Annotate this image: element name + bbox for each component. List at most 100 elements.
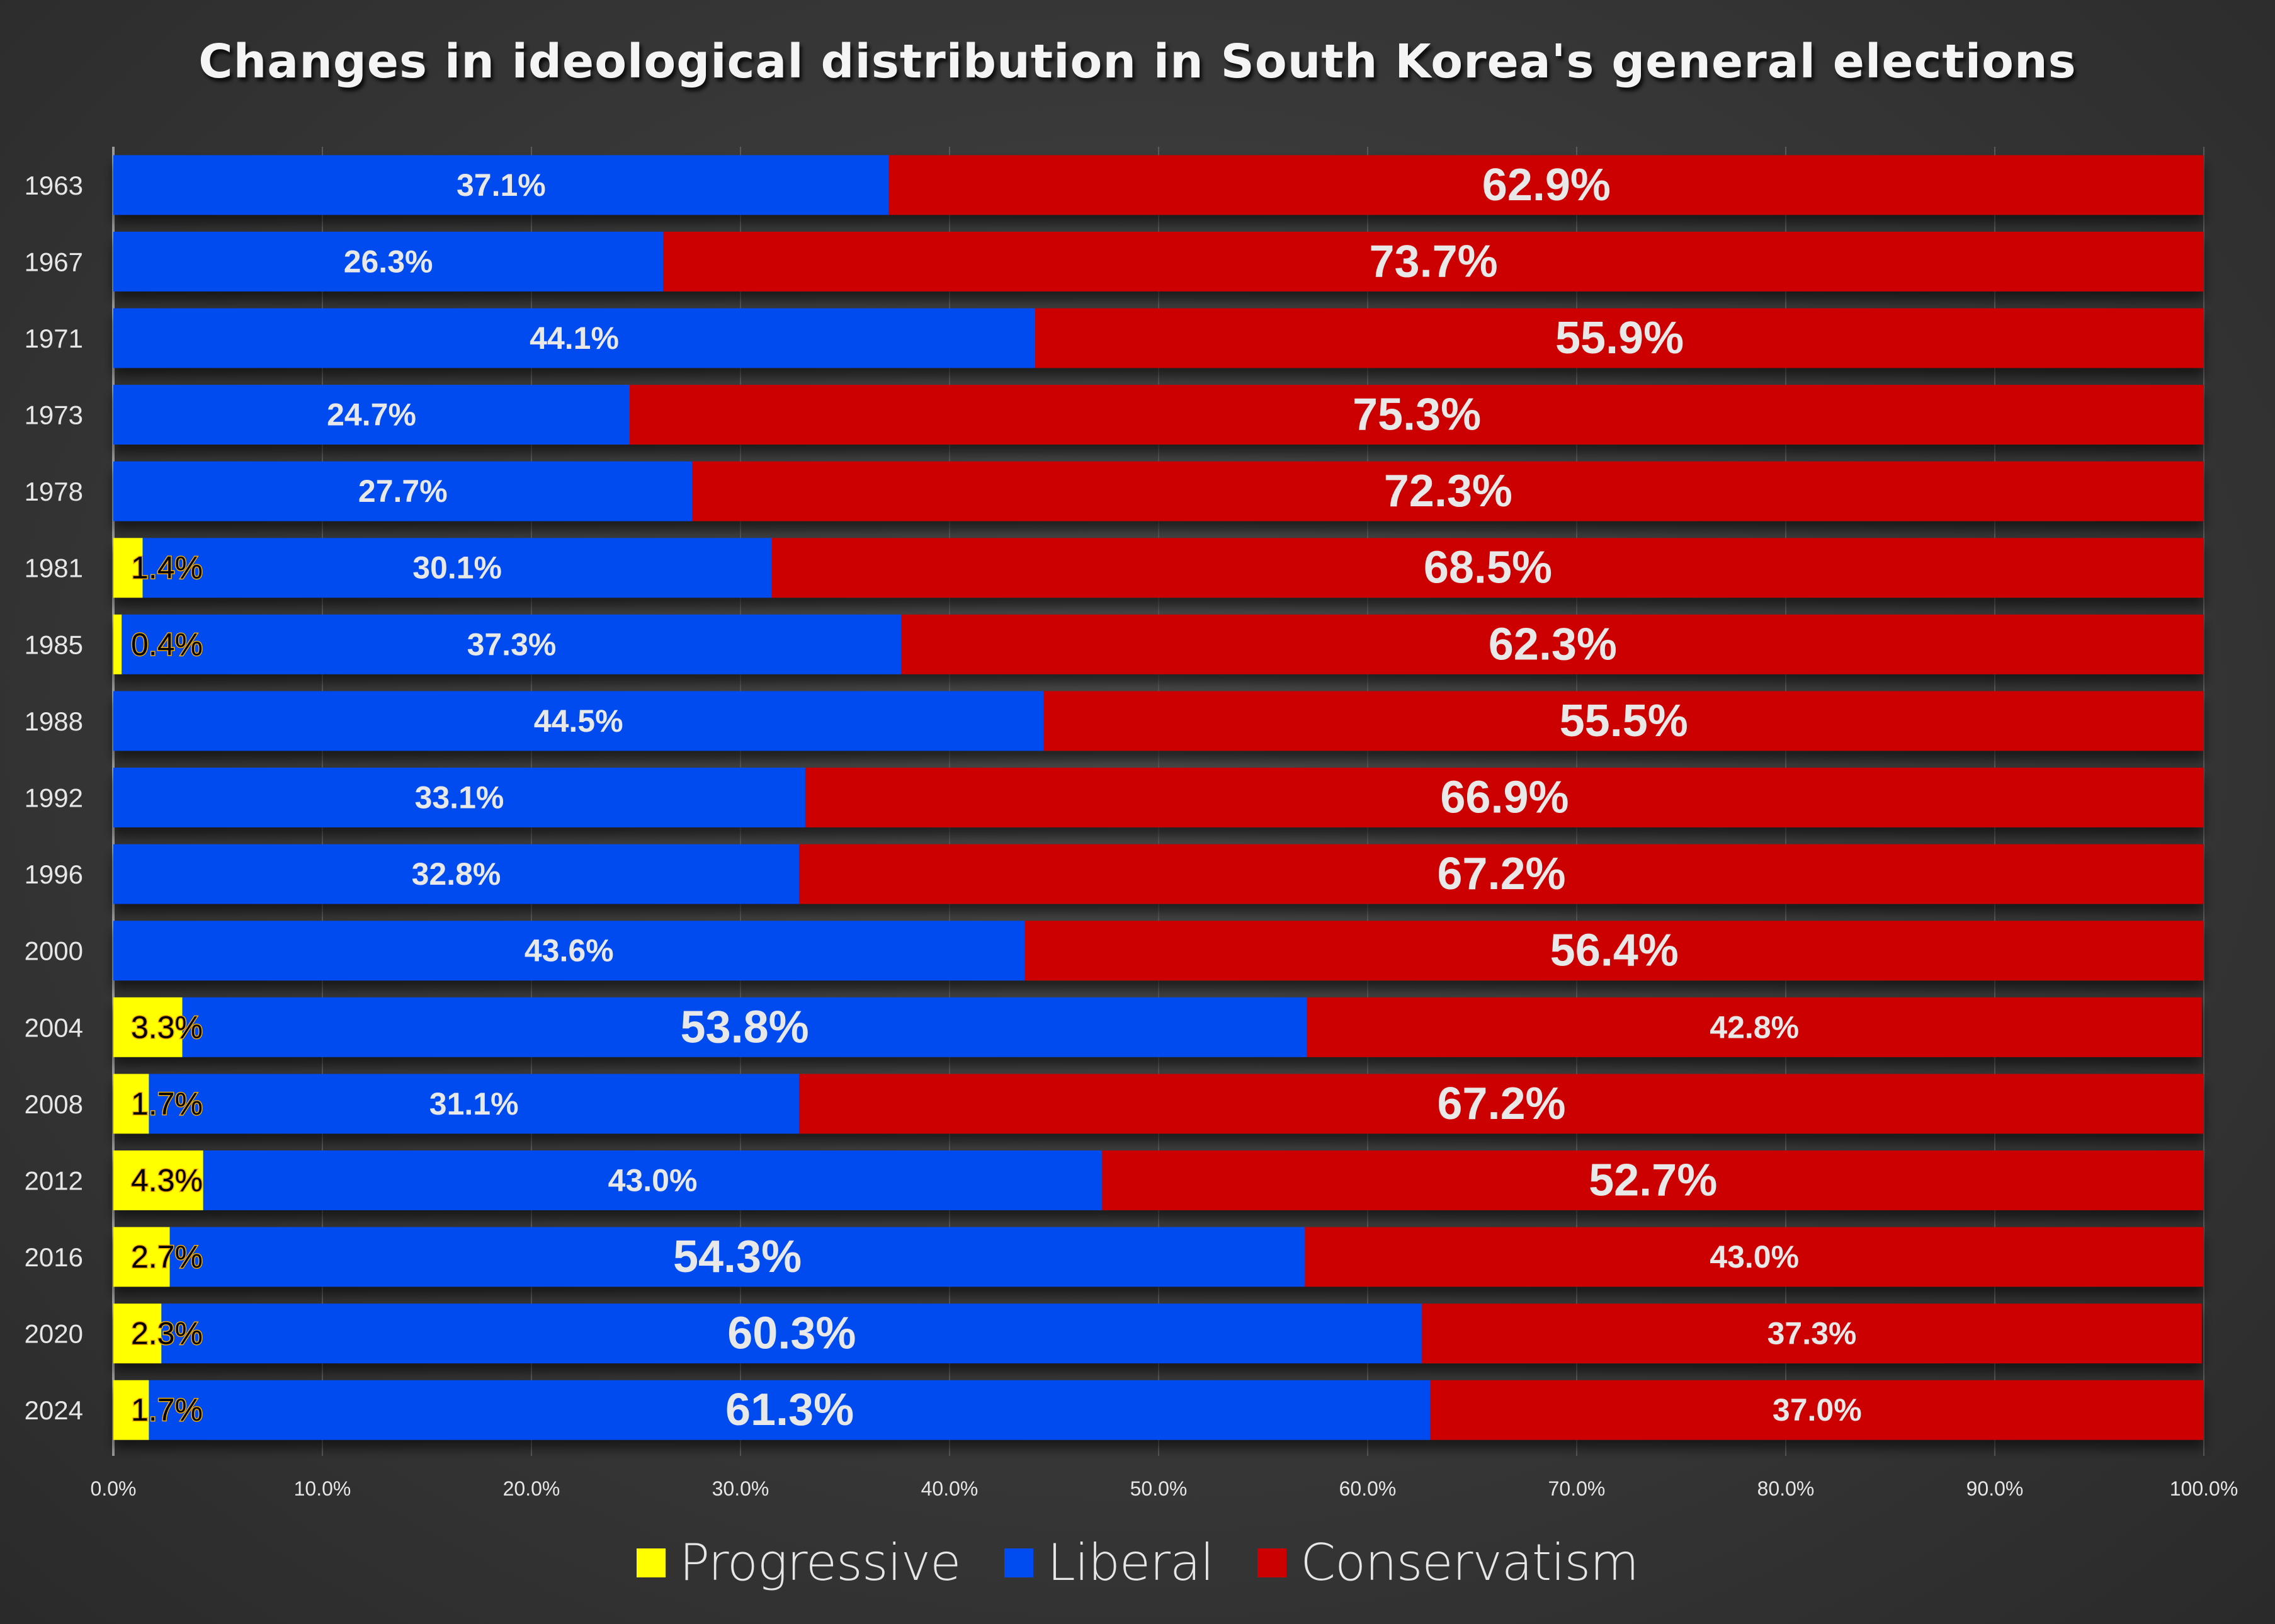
bar-liberal[interactable] <box>113 461 693 521</box>
x-tick-label: 60.0% <box>1339 1477 1397 1500</box>
bar-liberal[interactable] <box>113 921 1025 981</box>
bar-conservatism[interactable] <box>663 231 2204 292</box>
y-tick-label: 1971 <box>25 324 83 353</box>
bar-conservatism[interactable] <box>805 768 2204 827</box>
data-label-conservatism: 37.3% <box>1767 1316 1857 1351</box>
x-axis: 0.0% 10.0% 20.0% 30.0% 40.0% 50.0% 60.0% 70.0% 8… <box>91 1477 2238 1500</box>
bar-conservatism[interactable] <box>798 844 2204 904</box>
chart-title: Changes in ideological distribution in S… <box>198 35 2077 89</box>
bar-liberal[interactable] <box>161 1303 1422 1364</box>
bar-progressive[interactable] <box>113 997 183 1057</box>
bar-liberal[interactable] <box>113 844 799 904</box>
bar-liberal[interactable] <box>122 614 902 674</box>
data-label-conservatism: 67.2% <box>1437 849 1565 899</box>
bar-row <box>113 997 2202 1057</box>
y-tick-label: 2012 <box>25 1166 83 1195</box>
data-label-liberal: 31.1% <box>429 1086 519 1121</box>
bar-progressive[interactable] <box>113 538 143 598</box>
bar-progressive[interactable] <box>113 1303 162 1364</box>
data-label-conservatism: 37.0% <box>1773 1392 1862 1428</box>
data-label-conservatism: 66.9% <box>1440 773 1569 823</box>
data-label-liberal: 26.3% <box>344 244 433 279</box>
bar-conservatism[interactable] <box>1305 1227 2204 1287</box>
data-label-progressive: 0.4% <box>131 627 203 662</box>
y-tick-label: 1967 <box>25 247 83 276</box>
bar-liberal[interactable] <box>113 231 664 292</box>
y-tick-label: 2004 <box>25 1013 83 1042</box>
data-label-conservatism: 72.3% <box>1384 466 1512 516</box>
data-label-conservatism: 62.9% <box>1482 160 1611 210</box>
bar-conservatism[interactable] <box>1102 1150 2204 1210</box>
y-tick-label: 2008 <box>25 1089 83 1119</box>
legend-item-liberal[interactable]: Liberal <box>1004 1533 1214 1592</box>
bar-conservatism[interactable] <box>901 614 2204 674</box>
bar-row <box>113 1303 2202 1364</box>
bar-row <box>113 538 2204 598</box>
bar-conservatism[interactable] <box>798 1074 2204 1134</box>
bar-liberal[interactable] <box>113 691 1044 751</box>
bar-conservatism[interactable] <box>1307 997 2202 1057</box>
bar-conservatism[interactable] <box>771 538 2204 598</box>
data-label-conservatism: 75.3% <box>1353 390 1481 440</box>
bar-conservatism[interactable] <box>1024 921 2204 981</box>
bar-row <box>113 768 2204 827</box>
bar-row <box>113 1227 2204 1287</box>
bar-liberal[interactable] <box>113 308 1036 368</box>
x-tick-label: 0.0% <box>91 1477 137 1500</box>
data-label-progressive: 4.3% <box>131 1162 203 1198</box>
y-tick-label: 1963 <box>25 171 83 200</box>
y-axis: 1963 1967 1971 1973 1978 1981 1985 1988 1992 1996… <box>25 171 83 1425</box>
bar-conservatism[interactable] <box>1430 1380 2204 1440</box>
data-label-liberal: 44.1% <box>530 321 619 356</box>
y-tick-label: 2000 <box>25 936 83 966</box>
y-tick-label: 1981 <box>25 554 83 583</box>
bar-liberal[interactable] <box>113 385 630 445</box>
legend-item-conservatism[interactable]: Conservatism <box>1257 1533 1639 1592</box>
bar-liberal[interactable] <box>113 768 805 827</box>
bar-liberal[interactable] <box>182 997 1307 1057</box>
bar-progressive[interactable] <box>113 1150 203 1210</box>
legend-swatch-conservatism <box>1257 1548 1287 1577</box>
bar-conservatism[interactable] <box>888 155 2204 215</box>
data-label-liberal: 33.1% <box>415 780 504 815</box>
data-label-progressive: 1.7% <box>131 1392 203 1428</box>
bar-conservatism[interactable] <box>630 385 2204 445</box>
bar-liberal[interactable] <box>142 538 772 598</box>
bar-progressive[interactable] <box>113 1227 170 1287</box>
bar-progressive[interactable] <box>113 1380 149 1440</box>
data-label-conservatism: 62.3% <box>1489 619 1617 669</box>
data-label-liberal: 60.3% <box>727 1309 856 1359</box>
bar-progressive[interactable] <box>113 614 122 674</box>
bar-liberal[interactable] <box>113 155 889 215</box>
bar-conservatism[interactable] <box>1043 691 2204 751</box>
x-tick-label: 10.0% <box>294 1477 351 1500</box>
legend-item-progressive[interactable]: Progressive <box>636 1533 961 1592</box>
bar-conservatism[interactable] <box>1422 1303 2202 1364</box>
data-label-conservatism: 43.0% <box>1710 1239 1799 1275</box>
bar-liberal[interactable] <box>149 1380 1431 1440</box>
x-tick-label: 20.0% <box>503 1477 560 1500</box>
y-tick-label: 2020 <box>25 1319 83 1349</box>
bar-row <box>113 691 2204 751</box>
y-tick-label: 1973 <box>25 400 83 430</box>
bar-conservatism[interactable] <box>1035 308 2204 368</box>
data-label-liberal: 43.0% <box>608 1162 698 1198</box>
data-label-conservatism: 56.4% <box>1550 926 1679 976</box>
bar-conservatism[interactable] <box>692 461 2204 521</box>
bar-liberal[interactable] <box>203 1150 1103 1210</box>
data-label-conservatism: 55.5% <box>1560 696 1688 746</box>
data-label-conservatism: 73.7% <box>1370 236 1498 287</box>
x-tick-label: 40.0% <box>921 1477 979 1500</box>
data-label-liberal: 37.1% <box>457 168 546 203</box>
bar-liberal[interactable] <box>169 1227 1305 1287</box>
data-label-liberal: 30.1% <box>412 550 502 586</box>
bar-progressive[interactable] <box>113 1074 149 1134</box>
data-label-conservatism: 55.9% <box>1555 313 1684 363</box>
data-label-progressive: 2.7% <box>131 1239 203 1275</box>
y-tick-label: 1985 <box>25 630 83 659</box>
x-tick-label: 70.0% <box>1548 1477 1606 1500</box>
x-tick-label: 30.0% <box>712 1477 769 1500</box>
bar-row <box>113 1380 2204 1440</box>
bar-liberal[interactable] <box>149 1074 799 1134</box>
